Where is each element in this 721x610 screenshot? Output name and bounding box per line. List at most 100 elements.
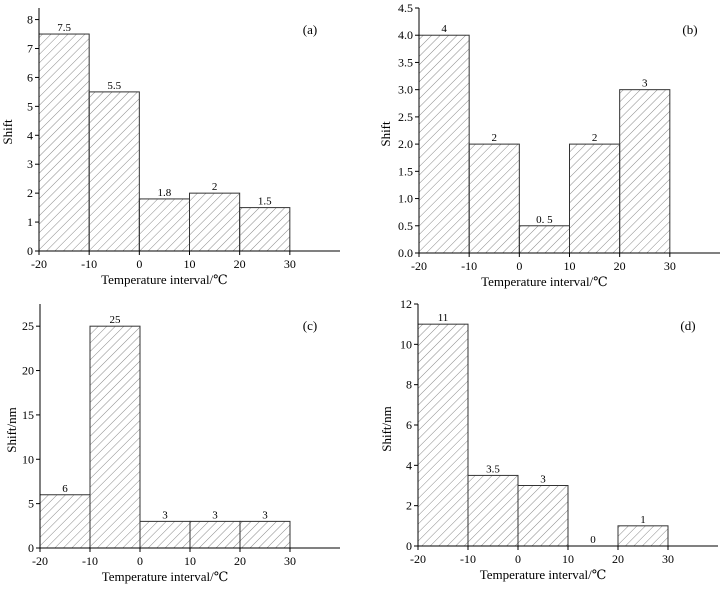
bar [569,143,621,254]
bar [619,89,671,254]
x-tick-label: 10 [184,554,196,568]
bar [89,325,141,549]
y-tick-label: 1.0 [398,192,413,206]
y-tick-label: 20 [22,364,34,378]
x-tick-label: -20 [411,259,427,273]
y-tick-label: 4 [27,128,33,142]
x-tick-label: 30 [664,259,676,273]
panel-label-c: (c) [303,318,317,333]
x-tick-label: 0 [515,552,521,566]
bar-value-label: 1 [640,514,646,526]
x-tick-label: 20 [614,259,626,273]
y-tick-label: 3.0 [398,83,413,97]
y-tick-label: 2.5 [398,110,413,124]
y-tick-label: 4.5 [398,1,413,15]
x-axis-title: Temperature interval/℃ [480,567,607,582]
y-tick-label: 15 [22,408,34,422]
bar [138,198,190,252]
y-tick-label: 1.5 [398,164,413,178]
bar [617,525,669,547]
panel-label-d: (d) [680,318,695,333]
bar-value-label: 2 [492,132,498,144]
y-tick-label: 10 [22,452,34,466]
bar-value-label: 3 [642,78,648,90]
bar-value-label: 7.5 [57,22,71,34]
x-tick-label: -10 [81,257,97,271]
y-tick-label: 3 [27,157,33,171]
y-tick-label: 0.0 [398,246,413,260]
x-tick-label: -10 [461,259,477,273]
y-tick-label: 8 [27,13,33,27]
y-tick-label: 6 [27,70,33,84]
x-axis-title: Temperature interval/℃ [481,274,608,289]
bar [189,192,241,252]
y-tick-label: 25 [22,319,34,333]
bar-value-label: 0. 5 [536,214,553,226]
bar-value-label: 2 [212,181,218,193]
bar-value-label: 6 [62,483,68,495]
x-tick-label: 10 [564,259,576,273]
bar-value-label: 25 [110,314,122,326]
y-tick-label: 7 [27,42,33,56]
panel-label-a: (a) [303,22,317,37]
y-tick-label: 12 [400,297,412,311]
x-tick-label: 30 [662,552,674,566]
bar-value-label: 0 [590,534,596,546]
bar [189,520,241,549]
chart-panel-a: 7.5 5.5 1.8 2 1.5 0 1 2 3 4 5 6 7 8 -20 -10 0 10 20 30 Tempe… [0,8,340,287]
y-axis-title: Shift [378,121,393,147]
y-axis-title: Shift/nm [4,407,19,453]
bar [517,485,569,547]
bar-value-label: 1.8 [158,187,172,199]
x-tick-label: -10 [460,552,476,566]
bar [38,33,90,252]
y-tick-label: 2 [406,499,412,513]
panel-label-b: (b) [682,22,697,37]
bar [467,474,519,547]
y-tick-label: 10 [400,337,412,351]
y-tick-label: 0 [27,244,33,258]
y-tick-label: 2.0 [398,137,413,151]
x-tick-label: 20 [234,554,246,568]
bar [417,323,469,547]
bar-value-label: 3 [212,509,218,521]
bar [468,143,520,254]
y-axis-title: Shift/nm [379,406,394,452]
x-tick-label: 0 [136,257,142,271]
bar [418,34,470,254]
y-tick-label: 3.5 [398,55,413,69]
x-tick-label: 20 [234,257,246,271]
x-tick-label: -20 [410,552,426,566]
y-tick-label: 0 [406,539,412,553]
bar-value-label: 3 [162,509,168,521]
bar-value-label: 3 [262,509,268,521]
bar [39,494,91,549]
bar [88,91,140,252]
bar-value-label: 3.5 [486,463,500,475]
x-tick-label: 30 [284,257,296,271]
bar [518,225,570,254]
y-tick-label: 4.0 [398,28,413,42]
bar [139,520,191,549]
y-tick-label: 5 [27,99,33,113]
bar-value-label: 5.5 [107,80,121,92]
y-tick-label: 4 [406,458,412,472]
x-tick-label: 20 [612,552,624,566]
x-tick-label: 10 [184,257,196,271]
chart-panel-b: 4 2 0. 5 2 3 0.0 0.5 1.0 1.5 2.0 2.5 3.0 3.5 4.0 4.5 -2… [378,1,720,289]
bar-value-label: 1.5 [258,196,272,208]
bar [239,207,291,252]
y-tick-label: 5 [28,497,34,511]
x-axis-title: Temperature interval/℃ [101,272,228,287]
x-tick-label: 0 [516,259,522,273]
y-tick-label: 2 [27,186,33,200]
x-tick-label: -20 [31,257,47,271]
x-tick-label: -10 [82,554,98,568]
y-tick-label: 0.5 [398,219,413,233]
bar-value-label: 4 [441,23,447,35]
x-tick-label: 10 [562,552,574,566]
y-tick-label: 8 [406,378,412,392]
